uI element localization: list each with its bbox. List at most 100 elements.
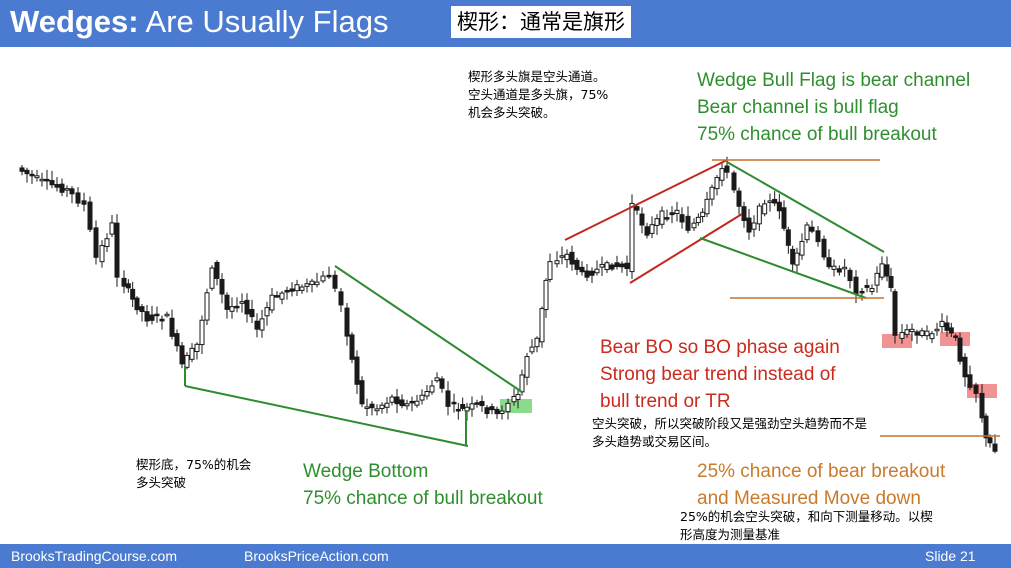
candle-body	[892, 291, 898, 336]
candle-body	[394, 396, 400, 405]
candle-body	[164, 313, 170, 317]
candle-body	[619, 263, 625, 268]
candle-body	[695, 216, 701, 224]
candle-body	[204, 292, 210, 321]
candle-body	[19, 167, 25, 172]
candle-body	[751, 222, 757, 230]
candle-body	[320, 275, 326, 282]
cn-wedge-bottom-line-2: 多头突破	[136, 475, 187, 490]
bear-breakout-highlight	[940, 332, 970, 346]
cn-wedge-flag-line-3: 机会多头突破。	[468, 105, 556, 120]
title-bar: Wedges: Are Usually Flags 楔形：通常是旗形	[0, 0, 1011, 47]
candle-body	[957, 337, 963, 362]
candle-body	[224, 294, 230, 310]
candle-body	[194, 343, 200, 352]
candle-body	[24, 169, 30, 175]
candle-body	[59, 183, 65, 193]
candle-body	[81, 200, 87, 205]
candle-body	[904, 329, 910, 335]
candle-body	[389, 396, 395, 403]
candle-body	[189, 347, 195, 360]
candle-body	[654, 218, 660, 226]
candle-body	[979, 392, 985, 419]
wedge-bull-flag-line-3: 75% chance of bull breakout	[697, 124, 937, 145]
candle-body	[953, 335, 959, 338]
candle-body	[69, 188, 75, 195]
candle-body	[589, 270, 595, 276]
candle-body	[419, 394, 425, 401]
candle-body	[664, 217, 670, 220]
candle-body	[259, 318, 265, 331]
cn-wedge-bottom-line-1: 楔形底，75%的机会	[136, 457, 252, 472]
candle-body	[714, 177, 720, 190]
candle-body	[554, 260, 560, 265]
candle-body	[944, 322, 950, 331]
candle-body	[519, 374, 525, 393]
candle-body	[154, 313, 160, 317]
candle-body	[939, 320, 945, 328]
candle-body	[274, 295, 280, 298]
candle-body	[639, 213, 645, 226]
candle-body	[494, 408, 500, 415]
candle-body	[831, 265, 837, 270]
wedge-bottom-upper-line	[334, 265, 523, 393]
candle-body	[314, 281, 320, 286]
candle-body	[364, 406, 370, 409]
footer-site-left: BrooksTradingCourse.com	[11, 548, 177, 564]
candle-body	[434, 377, 440, 382]
candle-body	[543, 279, 549, 311]
cn-bear-breakout-line-1: 25%的机会空头突破，和向下测量移动。以楔	[680, 509, 933, 524]
candle-body	[184, 354, 190, 368]
candle-body	[709, 186, 715, 200]
candle-body	[349, 334, 355, 360]
candle-body	[629, 202, 635, 273]
candle-body	[679, 214, 685, 223]
candle-body	[821, 238, 827, 258]
flag-upper-line	[726, 161, 885, 253]
candle-body	[130, 288, 136, 300]
candle-body	[304, 283, 310, 287]
candle-body	[469, 403, 475, 410]
candle-body	[790, 248, 796, 265]
candle-body	[284, 289, 290, 293]
candle-body	[149, 314, 155, 321]
wedge-bull-flag-note: Wedge Bull Flag is bear channel Bear cha…	[697, 67, 970, 148]
candle-body	[414, 400, 420, 406]
candle-body	[746, 217, 752, 233]
candle-body	[853, 276, 859, 294]
candle-body	[599, 263, 605, 268]
candle-body	[269, 294, 275, 311]
candle-body	[736, 190, 742, 207]
candle-body	[289, 288, 295, 292]
candle-body	[776, 201, 782, 212]
candle-body	[75, 192, 81, 204]
bear-breakout-line-2: and Measured Move down	[697, 488, 921, 509]
candle-body	[809, 226, 815, 232]
candle-body	[429, 385, 435, 393]
candle-body	[139, 306, 145, 313]
candle-body	[54, 184, 60, 188]
candle-body	[234, 305, 240, 309]
candle-body	[249, 309, 255, 318]
footer-site-center: BrooksPriceAction.com	[244, 548, 389, 564]
candle-body	[309, 280, 315, 285]
candle-body	[332, 274, 338, 289]
candle-body	[529, 346, 535, 353]
candle-body	[772, 198, 778, 204]
candle-body	[374, 408, 380, 412]
candle-body	[64, 188, 70, 191]
bear-bo-line-2: Strong bear trend instead of	[600, 364, 836, 385]
slide-title-rest: Are Usually Flags	[138, 4, 389, 39]
candle-body	[326, 274, 332, 278]
candle-body	[584, 270, 590, 278]
candle-body	[604, 262, 610, 271]
candle-body	[344, 307, 350, 337]
candle-body	[909, 328, 915, 333]
candle-body	[144, 311, 150, 322]
candle-body	[409, 400, 415, 404]
channel-lower-line	[629, 213, 743, 284]
candle-body	[359, 380, 365, 405]
candle-body	[229, 306, 235, 312]
candle-body	[731, 172, 737, 191]
candle-body	[644, 226, 650, 236]
